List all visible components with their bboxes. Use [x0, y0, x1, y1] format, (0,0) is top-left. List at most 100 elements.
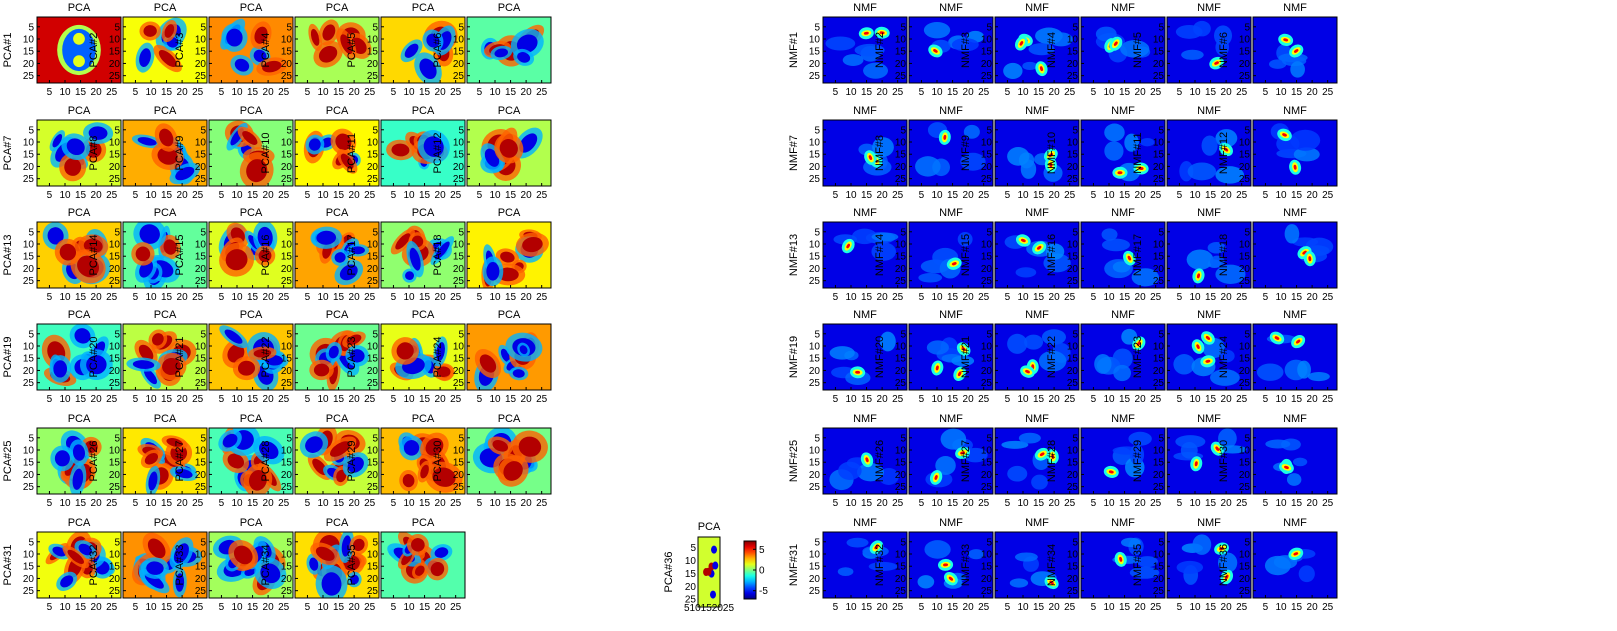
heatmap-image — [823, 324, 907, 390]
y-tick-label: 25 — [453, 378, 465, 389]
y-tick-label: 10 — [281, 138, 293, 149]
y-tick-label: 10 — [895, 550, 907, 561]
y-tick-label: 5 — [200, 329, 206, 340]
panel-ylabel: PCA#23 — [346, 337, 358, 378]
y-tick-label: 10 — [685, 556, 697, 567]
y-tick-label: 10 — [23, 240, 35, 251]
y-tick-label: 20 — [367, 59, 379, 70]
y-tick-label: 20 — [895, 264, 907, 275]
axes-frame — [994, 221, 1080, 289]
x-tick-label: 15 — [1033, 190, 1045, 201]
panel-title: PCA — [68, 413, 91, 425]
x-tick-label: 10 — [1189, 498, 1201, 509]
x-tick-label: 20 — [91, 292, 103, 303]
x-tick-label: 5 — [133, 190, 139, 201]
y-tick-label: 5 — [1244, 125, 1250, 136]
x-tick-label: 5 — [219, 190, 225, 201]
panel-ylabel: PCA#1 — [2, 33, 14, 68]
y-tick-label: 5 — [200, 227, 206, 238]
x-tick-label: 25 — [536, 87, 548, 98]
panel-ylabel: NMF#2 — [874, 32, 886, 68]
x-tick-label: 25 — [364, 292, 376, 303]
y-tick-label: 15 — [895, 47, 907, 58]
axes-frame — [36, 221, 122, 289]
x-tick-label: 10 — [931, 498, 943, 509]
y-tick-label: 15 — [1067, 562, 1079, 573]
y-tick-label: 15 — [195, 252, 207, 263]
x-tick-label: 20 — [349, 292, 361, 303]
x-tick-label: 25 — [1150, 498, 1162, 509]
y-tick-label: 10 — [895, 138, 907, 149]
x-tick-label: 20 — [435, 602, 447, 613]
colorbar-gradient — [744, 541, 756, 599]
y-tick-label: 10 — [23, 550, 35, 561]
y-tick-label: 15 — [1239, 562, 1251, 573]
y-tick-label: 20 — [281, 264, 293, 275]
x-tick-label: 25 — [106, 190, 118, 201]
y-tick-label: 20 — [981, 59, 993, 70]
axes-frame — [466, 221, 552, 289]
x-tick-label: 10 — [59, 602, 71, 613]
x-tick-label: 25 — [450, 602, 462, 613]
panel-ylabel: PCA#4 — [260, 33, 272, 68]
x-tick-label: 15 — [419, 498, 431, 509]
heatmap-image — [1167, 324, 1251, 390]
x-tick-label: 25 — [278, 87, 290, 98]
y-tick-label: 5 — [372, 22, 378, 33]
y-tick-label: 15 — [1153, 354, 1165, 365]
axes-frame — [1166, 427, 1252, 495]
y-tick-label: 10 — [195, 446, 207, 457]
x-tick-label: 20 — [521, 190, 533, 201]
y-tick-label: 20 — [895, 366, 907, 377]
x-tick-label: 5 — [1091, 498, 1097, 509]
y-tick-label: 10 — [195, 342, 207, 353]
x-tick-label: 5 — [1263, 87, 1269, 98]
x-tick-label: 20 — [435, 394, 447, 405]
y-tick-label: 5 — [28, 537, 34, 548]
y-tick-label: 20 — [1067, 470, 1079, 481]
panel-ylabel: NMF#21 — [960, 336, 972, 378]
x-tick-label: 25 — [192, 602, 204, 613]
x-tick-label: 25 — [192, 394, 204, 405]
y-tick-label: 10 — [23, 342, 35, 353]
panel-ylabel: NMF#35 — [1132, 544, 1144, 586]
x-tick-label: 10 — [59, 394, 71, 405]
y-tick-label: 15 — [895, 150, 907, 161]
y-tick-label: 10 — [895, 446, 907, 457]
x-tick-label: 10 — [1275, 498, 1287, 509]
x-tick-label: 10 — [1189, 602, 1201, 613]
x-tick-label: 5 — [833, 498, 839, 509]
y-tick-label: 20 — [195, 470, 207, 481]
x-tick-label: 20 — [877, 292, 889, 303]
x-tick-label: 15 — [333, 292, 345, 303]
y-tick-label: 5 — [1072, 125, 1078, 136]
y-tick-label: 10 — [367, 342, 379, 353]
x-tick-label: 5 — [47, 292, 53, 303]
panel-title: PCA — [240, 413, 263, 425]
y-tick-label: 5 — [1158, 125, 1164, 136]
x-tick-label: 15 — [947, 394, 959, 405]
y-tick-label: 5 — [286, 537, 292, 548]
y-tick-label: 25 — [367, 378, 379, 389]
y-tick-label: 25 — [1153, 71, 1165, 82]
axes-frame — [908, 531, 994, 599]
x-tick-label: 25 — [536, 394, 548, 405]
y-tick-label: 10 — [1067, 342, 1079, 353]
panel-ylabel: NMF#25 — [788, 440, 800, 482]
y-tick-label: 5 — [286, 329, 292, 340]
y-tick-label: 5 — [458, 433, 464, 444]
y-tick-label: 5 — [814, 433, 820, 444]
x-tick-label: 10 — [1017, 190, 1029, 201]
x-tick-label: 20 — [1307, 190, 1319, 201]
x-tick-label: 20 — [1135, 498, 1147, 509]
y-tick-label: 20 — [809, 366, 821, 377]
x-tick-label: 15 — [861, 87, 873, 98]
axes-frame — [122, 323, 208, 391]
heatmap-image — [995, 428, 1079, 494]
x-tick-label: 10 — [1275, 394, 1287, 405]
y-tick-label: 15 — [23, 458, 35, 469]
